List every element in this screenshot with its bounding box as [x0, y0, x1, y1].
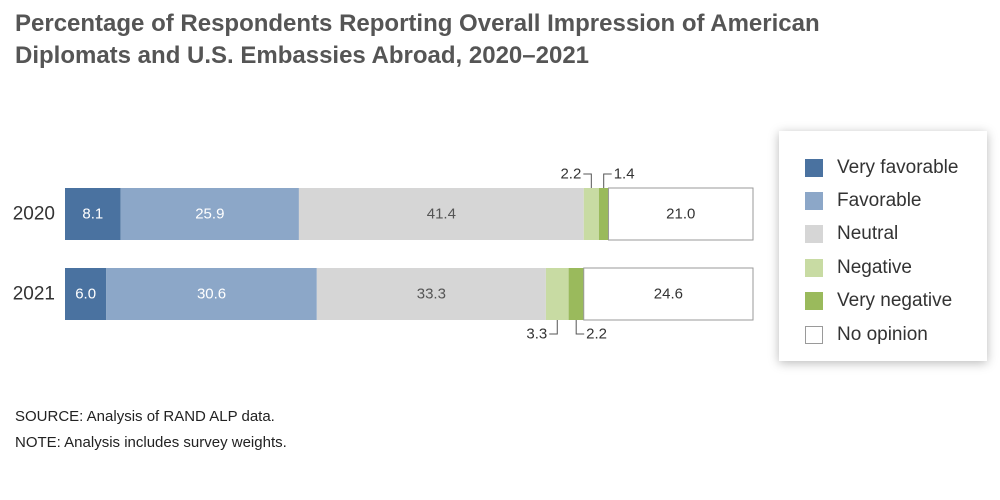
- data-label-2020-neutral: 41.4: [427, 206, 456, 223]
- legend-swatch-very-negative: [805, 292, 823, 311]
- data-label-2020-very-negative: 1.4: [614, 166, 635, 183]
- bar-2021-favorable: [106, 268, 317, 320]
- chart-title-line-1: Percentage of Respondents Reporting Over…: [15, 10, 820, 37]
- bar-2020-negative: [583, 188, 599, 240]
- bar-2020-favorable: [120, 188, 299, 240]
- legend-item-neutral: Neutral: [805, 218, 987, 251]
- data-label-2021-very-negative: 2.2: [586, 326, 607, 343]
- legend-swatch-negative: [805, 258, 823, 277]
- source-note: SOURCE: Analysis of RAND ALP data.: [15, 408, 275, 425]
- legend-label-very-favorable: Very favorable: [837, 156, 959, 178]
- legend-label-neutral: Neutral: [837, 223, 899, 245]
- data-label-2021-neutral: 33.3: [417, 286, 446, 303]
- bar-2021-very-negative: [568, 268, 584, 320]
- legend-swatch-very-favorable: [805, 158, 823, 177]
- chart-title: Percentage of Respondents Reporting Over…: [15, 8, 915, 72]
- bar-2021-negative: [545, 268, 569, 320]
- bar-2021-neutral: [316, 268, 546, 320]
- legend-label-negative: Negative: [837, 256, 912, 278]
- legend-label-very-negative: Very negative: [837, 290, 953, 312]
- legend-item-very-negative: Very negative: [805, 285, 987, 318]
- legend-swatch-no-opinion: [805, 325, 823, 344]
- data-label-2021-very-negative-leader: [575, 320, 585, 335]
- data-label-2020-very-favorable: 8.1: [82, 206, 103, 223]
- data-label-2021-negative: 3.3: [526, 326, 547, 343]
- data-label-2020-negative: 2.2: [560, 166, 581, 183]
- bar-2021-no-opinion: [583, 267, 754, 321]
- data-label-2020-no-opinion: 21.0: [666, 206, 695, 223]
- chart-title-line-2: Diplomats and U.S. Embassies Abroad, 202…: [15, 42, 590, 69]
- chart-footnotes: SOURCE: Analysis of RAND ALP data. NOTE:…: [15, 404, 287, 456]
- legend-item-negative: Negative: [805, 251, 987, 284]
- bar-2020-very-negative: [598, 188, 609, 240]
- data-label-2021-negative-leader: [549, 320, 558, 335]
- legend-swatch-neutral: [805, 225, 823, 244]
- chart-legend: Very favorable Favorable Neutral Negativ…: [779, 131, 987, 361]
- legend-item-no-opinion: No opinion: [805, 318, 987, 351]
- legend-label-favorable: Favorable: [837, 190, 922, 212]
- legend-item-favorable: Favorable: [805, 184, 987, 217]
- bar-2021-very-favorable: [65, 268, 107, 320]
- bar-2020-very-favorable: [65, 188, 121, 240]
- analysis-note: NOTE: Analysis includes survey weights.: [15, 434, 287, 451]
- legend-label-no-opinion: No opinion: [837, 323, 928, 345]
- data-label-2020-favorable: 25.9: [195, 206, 224, 223]
- legend-swatch-favorable: [805, 192, 823, 211]
- legend-item-very-favorable: Very favorable: [805, 151, 987, 184]
- data-label-2020-very-negative-leader: [603, 173, 612, 188]
- y-tick-label-2020: 2020: [13, 204, 55, 225]
- bar-2020-no-opinion: [608, 187, 754, 241]
- data-label-2021-favorable: 30.6: [197, 286, 226, 303]
- data-label-2021-no-opinion: 24.6: [654, 286, 683, 303]
- y-tick-label-2021: 2021: [13, 284, 55, 305]
- data-label-2021-very-favorable: 6.0: [75, 286, 96, 303]
- bar-2020-neutral: [298, 188, 584, 240]
- data-label-2020-negative-leader: [583, 173, 592, 188]
